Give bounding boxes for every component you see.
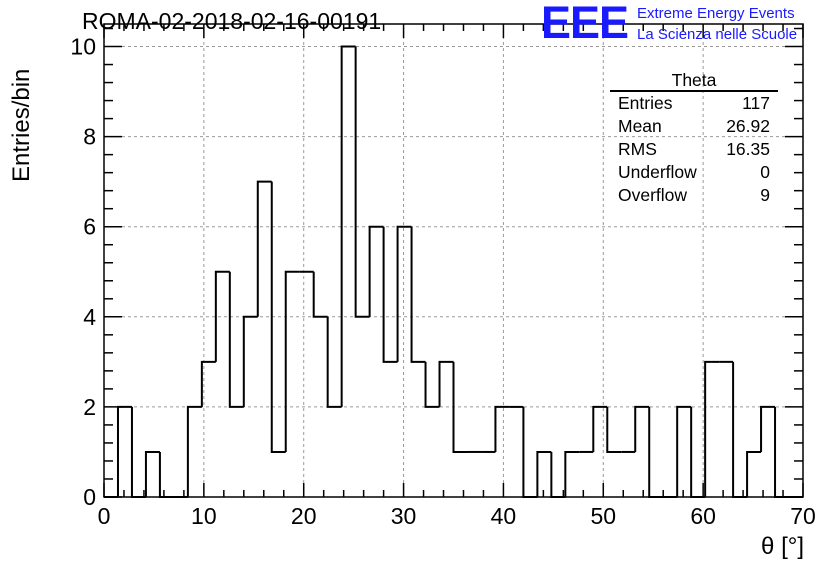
x-tick-label: 10 [191,503,217,529]
histogram-bin [704,360,720,497]
x-tick-label: 20 [291,503,317,529]
histogram-bin [382,226,398,363]
stats-label: RMS [618,139,657,159]
histogram-bin [228,271,244,408]
histogram-bin [438,360,454,407]
stats-row-entries: Entries 117 [610,92,778,115]
y-tick-label: 6 [83,214,96,240]
histogram-bin [536,450,552,497]
stats-value: 0 [760,162,770,182]
stats-row-underflow: Underflow 0 [610,161,778,184]
x-tick-label: 0 [98,503,111,529]
y-axis-label: Entries/bin [8,68,35,182]
histogram-bin [410,226,426,363]
histogram-bin [312,271,328,318]
chart-title: ROMA-02-2018-02-16-00191 [82,8,382,34]
stats-box: Theta Entries 117 Mean 26.92 RMS 16.35 U… [610,70,778,207]
x-tick-label: 50 [590,503,616,529]
x-axis-label: θ [°] [761,533,804,560]
histogram-bin [270,181,286,453]
histogram-bin [564,450,580,497]
histogram-bin [116,405,132,497]
plot-frame-rect [103,23,804,498]
histogram-bin [760,405,776,452]
stats-label: Overflow [618,185,688,205]
axis-tick-labels: 0 10 20 30 40 50 60 70 0 2 4 6 8 10 [70,34,815,529]
histogram-bin [284,270,300,452]
histogram-bin [396,225,412,362]
histogram-bin [186,405,202,497]
x-tick-label: 70 [790,503,816,529]
x-tick-label: 40 [491,503,517,529]
y-tick-label: 2 [83,394,96,420]
stats-row-mean: Mean 26.92 [610,115,778,138]
histogram-bin [424,361,440,408]
histogram-bin [494,405,510,452]
stats-title: Theta [610,70,778,92]
histogram-bin [340,45,356,407]
histogram-bin [592,405,608,452]
histogram-bin [368,225,384,317]
histogram-bin [452,361,468,453]
histogram-bin [354,46,370,318]
stats-value: 9 [760,185,770,205]
logo-caption-line2: La Scienza nelle Scuole [637,26,798,43]
histogram-bin [130,406,146,498]
histogram-bin [158,451,174,498]
stats-row-overflow: Overflow 9 [610,184,778,207]
histogram-bin [326,316,342,408]
stats-value: 26.92 [726,116,770,136]
stats-label: Underflow [618,162,697,182]
y-tick-label: 0 [83,484,96,510]
histogram-bin [732,361,748,498]
x-tick-label: 30 [391,503,417,529]
stats-row-rms: RMS 16.35 [610,138,778,161]
histogram-bin [242,315,258,407]
histogram-bin [522,406,538,498]
logo-caption-line1: Extreme Energy Events [637,5,795,22]
histogram-bin [200,360,216,407]
plot-frame [103,23,804,498]
y-tick-label: 8 [83,124,96,150]
histogram-bin [676,405,692,497]
stats-label: Entries [618,93,673,113]
histogram-bin [214,270,230,362]
stats-value: 117 [742,93,770,113]
stats-label: Mean [618,116,662,136]
histogram-bin [144,450,160,497]
histogram-bin [256,180,272,317]
stats-value: 16.35 [726,139,770,159]
y-tick-label: 4 [83,304,96,330]
y-tick-label: 10 [70,34,96,60]
axis-ticks [103,24,804,498]
histogram-bin [648,406,664,498]
histogram-bin [746,450,762,497]
eee-logo: EEE [541,0,629,48]
histogram-bin [774,406,790,498]
histogram-bin [634,405,650,452]
histogram-bin [606,406,622,453]
x-tick-label: 60 [690,503,716,529]
